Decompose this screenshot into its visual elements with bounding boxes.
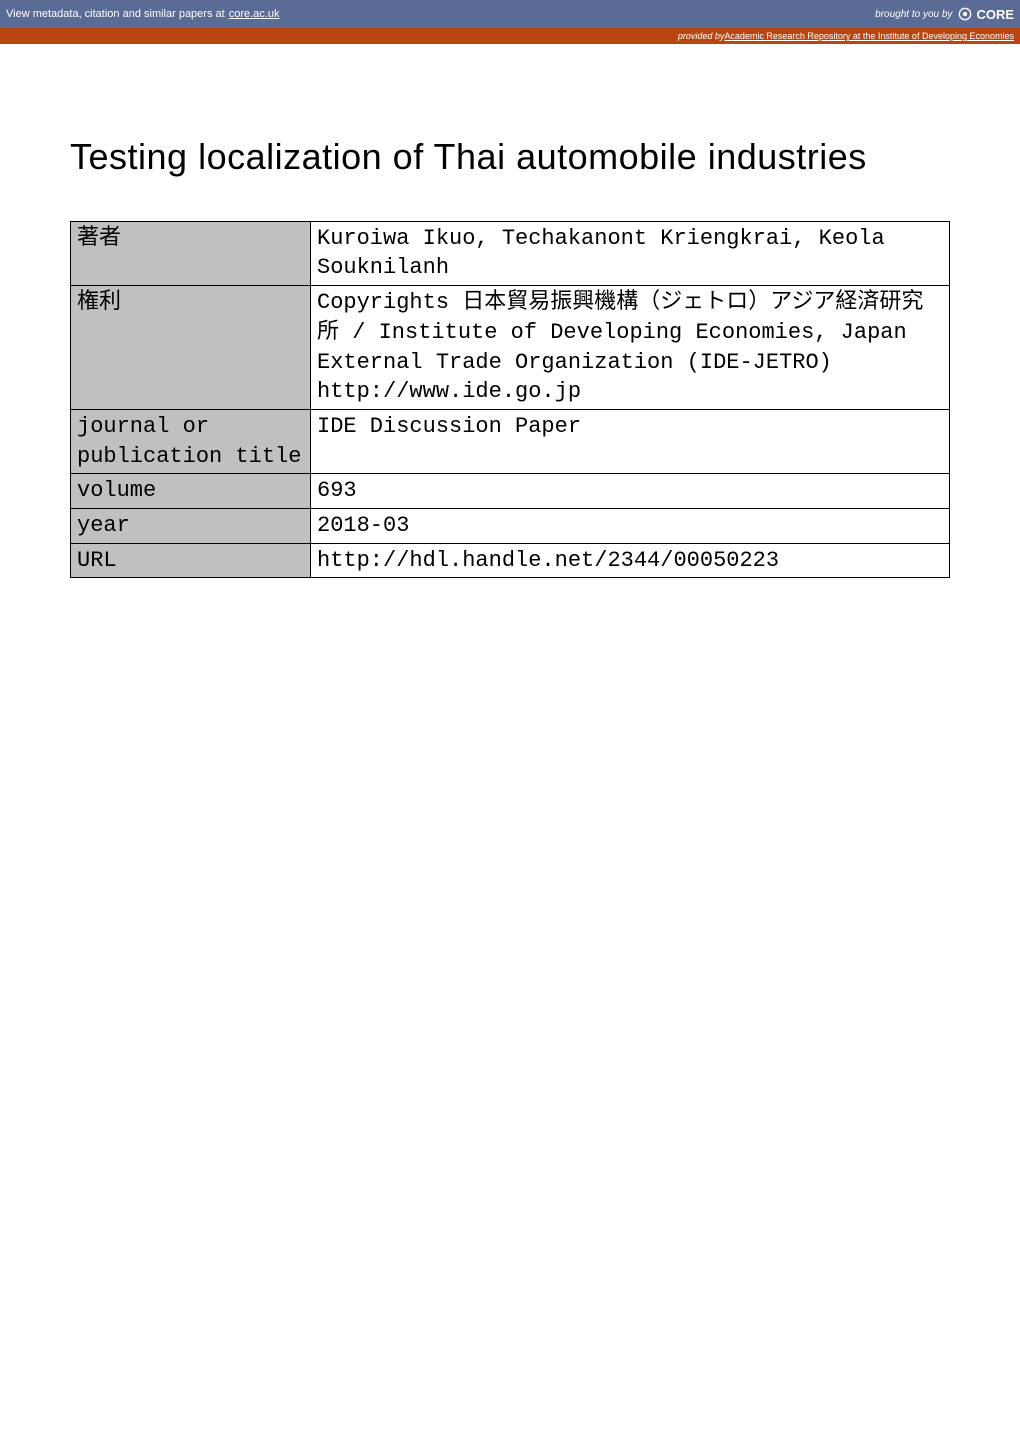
core-banner: View metadata, citation and similar pape…	[0, 0, 1020, 28]
table-row: 著者 Kuroiwa Ikuo, Techakanont Kriengkrai,…	[71, 221, 950, 285]
banner-right: brought to you by CORE	[875, 7, 1014, 22]
core-logo-text: CORE	[976, 7, 1014, 22]
core-logo[interactable]: CORE	[958, 7, 1014, 22]
provided-bar: provided by Academic Research Repository…	[0, 28, 1020, 44]
meta-label-volume: volume	[71, 474, 311, 509]
provided-prefix: provided by	[678, 31, 725, 41]
meta-value-url: http://hdl.handle.net/2344/00050223	[311, 543, 950, 578]
banner-left: View metadata, citation and similar pape…	[6, 8, 279, 20]
table-row: URL http://hdl.handle.net/2344/00050223	[71, 543, 950, 578]
brought-by-text: brought to you by	[875, 9, 952, 20]
meta-value-rights: Copyrights 日本貿易振興機構（ジェトロ）アジア経済研究所 / Inst…	[311, 286, 950, 410]
meta-value-journal: IDE Discussion Paper	[311, 409, 950, 473]
table-row: journal or publication title IDE Discuss…	[71, 409, 950, 473]
meta-label-year: year	[71, 508, 311, 543]
paper-title: Testing localization of Thai automobile …	[70, 134, 950, 181]
provided-source-link[interactable]: Academic Research Repository at the Inst…	[724, 31, 1014, 41]
meta-label-rights: 権利	[71, 286, 311, 410]
meta-value-year: 2018-03	[311, 508, 950, 543]
table-row: 権利 Copyrights 日本貿易振興機構（ジェトロ）アジア経済研究所 / I…	[71, 286, 950, 410]
meta-value-volume: 693	[311, 474, 950, 509]
metadata-table: 著者 Kuroiwa Ikuo, Techakanont Kriengkrai,…	[70, 221, 950, 579]
banner-left-text: View metadata, citation and similar pape…	[6, 8, 225, 20]
table-row: volume 693	[71, 474, 950, 509]
meta-value-author: Kuroiwa Ikuo, Techakanont Kriengkrai, Ke…	[311, 221, 950, 285]
meta-label-url: URL	[71, 543, 311, 578]
meta-label-author: 著者	[71, 221, 311, 285]
core-link[interactable]: core.ac.uk	[229, 8, 280, 20]
meta-label-journal: journal or publication title	[71, 409, 311, 473]
table-row: year 2018-03	[71, 508, 950, 543]
core-icon	[958, 7, 972, 21]
page-content: Testing localization of Thai automobile …	[0, 44, 1020, 578]
